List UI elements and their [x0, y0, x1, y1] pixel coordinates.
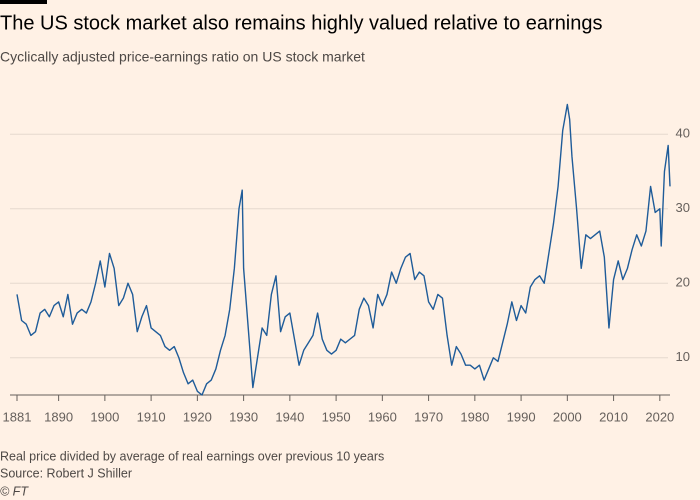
x-tick-label: 1980 — [460, 409, 489, 424]
credit: © FT — [0, 484, 29, 498]
y-tick-label: 40 — [676, 126, 690, 141]
x-tick-label: 1890 — [44, 409, 73, 424]
x-tick-label: 1940 — [275, 409, 304, 424]
x-tick-label: 1910 — [137, 409, 166, 424]
y-tick-label: 10 — [676, 349, 690, 364]
x-tick-label: 1990 — [507, 409, 536, 424]
footnote: Real price divided by average of real ea… — [0, 449, 384, 463]
x-tick-label: 1970 — [414, 409, 443, 424]
y-tick-label: 30 — [676, 200, 690, 215]
x-tick-label: 1900 — [90, 409, 119, 424]
x-tick-label: 2000 — [553, 409, 582, 424]
chart-title: The US stock market also remains highly … — [0, 12, 603, 34]
x-tick-label: 1920 — [183, 409, 212, 424]
series-line — [16, 103, 671, 396]
x-tick-label: 2020 — [645, 409, 674, 424]
chart-subtitle: Cyclically adjusted price-earnings ratio… — [0, 49, 365, 65]
x-tick-label: 1881 — [3, 409, 32, 424]
x-tick-label: 1950 — [322, 409, 351, 424]
brand-bar — [0, 0, 47, 4]
source: Source: Robert J Shiller — [0, 466, 132, 480]
x-tick-label: 1930 — [229, 409, 258, 424]
x-tick-label: 1960 — [368, 409, 397, 424]
x-tick-label: 2010 — [599, 409, 628, 424]
y-tick-label: 20 — [676, 275, 690, 290]
